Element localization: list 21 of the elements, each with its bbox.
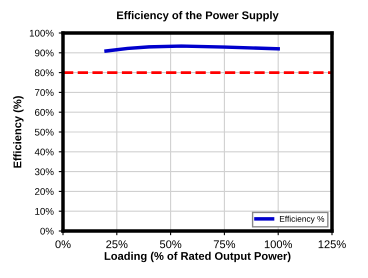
y-tick-label: 90% (34, 50, 54, 56)
x-axis-title: Loading (% of Rated Output Power) (104, 252, 290, 262)
x-tick-label: 75% (214, 240, 236, 248)
x-tick-label: 0% (55, 240, 71, 248)
x-tick-label: 100% (264, 240, 292, 248)
legend-label: Efficiency % (280, 216, 324, 224)
chart-title: Efficiency of the Power Supply (117, 11, 279, 22)
y-tick-label: 80% (34, 69, 54, 76)
y-tick-label: 70% (35, 89, 54, 96)
y-tick-label: 40% (34, 148, 54, 156)
x-tick-label: 125% (318, 240, 346, 248)
y-tick-label: 100% (30, 30, 54, 37)
y-tick-label: 0% (40, 228, 54, 235)
y-axis-title: Efficiency (%) (13, 96, 24, 168)
x-tick-label: 25% (106, 240, 128, 248)
y-tick-label: 20% (35, 188, 54, 196)
y-tick-label: 60% (35, 108, 54, 116)
y-tick-label: 30% (34, 168, 54, 176)
x-tick-label: 50% (160, 240, 182, 248)
y-tick-label: 10% (35, 208, 54, 215)
y-tick-label: 50% (34, 128, 54, 136)
